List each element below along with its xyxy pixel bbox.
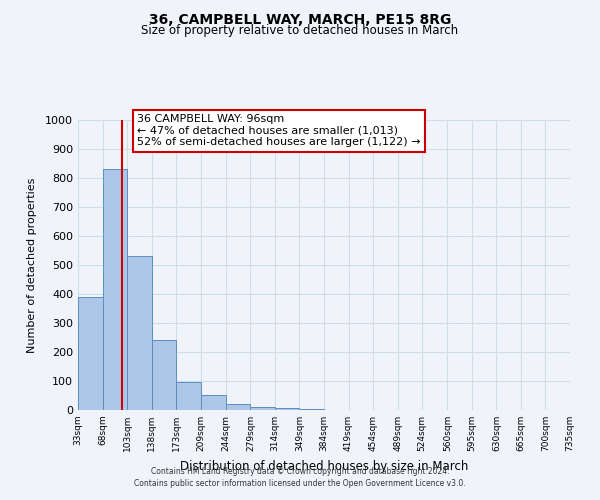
Text: Size of property relative to detached houses in March: Size of property relative to detached ho…	[142, 24, 458, 37]
Bar	[202, 395, 226, 410]
Bar	[103, 170, 127, 410]
Bar	[250, 406, 275, 410]
Text: 36 CAMPBELL WAY: 96sqm
← 47% of detached houses are smaller (1,013)
52% of semi-: 36 CAMPBELL WAY: 96sqm ← 47% of detached…	[137, 114, 421, 148]
Bar	[299, 408, 324, 410]
Bar	[275, 408, 299, 410]
X-axis label: Distribution of detached houses by size in March: Distribution of detached houses by size …	[180, 460, 468, 472]
Bar	[127, 256, 152, 410]
Bar	[226, 404, 250, 410]
Text: Contains HM Land Registry data © Crown copyright and database right 2024.
Contai: Contains HM Land Registry data © Crown c…	[134, 466, 466, 487]
Text: 36, CAMPBELL WAY, MARCH, PE15 8RG: 36, CAMPBELL WAY, MARCH, PE15 8RG	[149, 12, 451, 26]
Bar	[78, 297, 103, 410]
Y-axis label: Number of detached properties: Number of detached properties	[27, 178, 37, 352]
Bar	[176, 382, 200, 410]
Bar	[152, 340, 176, 410]
